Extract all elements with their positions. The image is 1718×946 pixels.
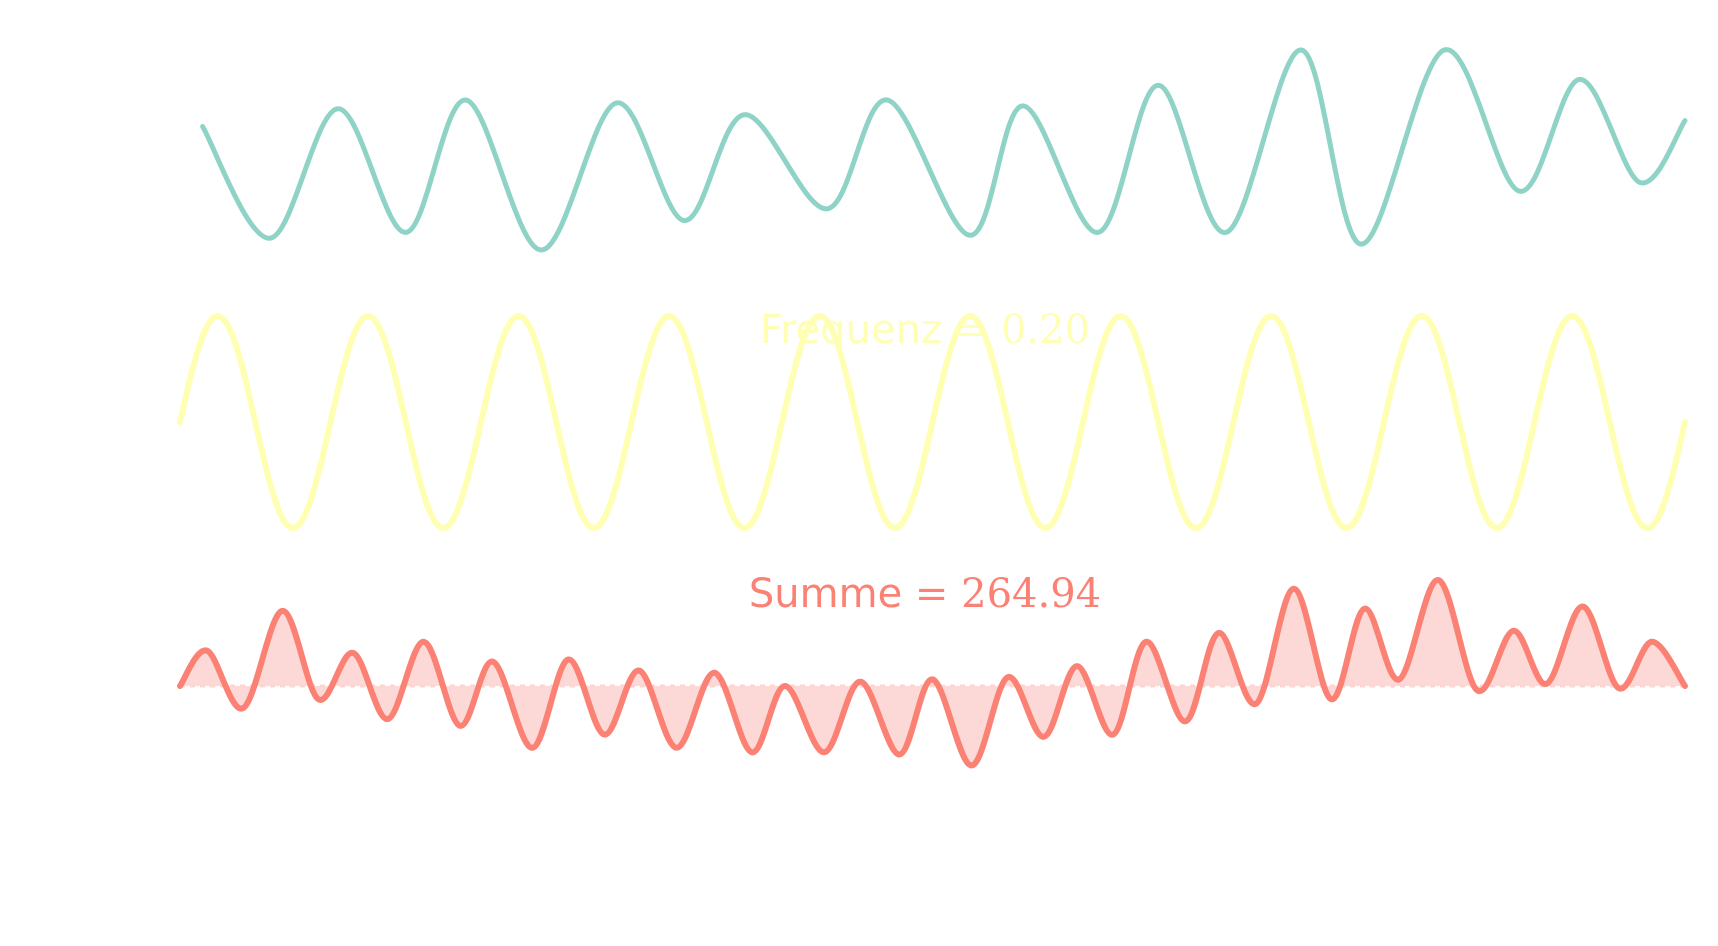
- frequency-label: Frequenz: [760, 307, 942, 353]
- sum-value: 264.94: [961, 571, 1101, 617]
- reference-line: [177, 313, 1688, 531]
- signal-wave: [200, 47, 1688, 253]
- frequency-equals: =: [955, 307, 1001, 353]
- signal-line: [200, 47, 1688, 253]
- product-line: [177, 577, 1688, 769]
- product-wave: [177, 577, 1688, 769]
- sum-label: Summe: [749, 571, 902, 617]
- sum-annotation: Summe = 264.94: [749, 571, 1101, 617]
- reference-wave: [177, 313, 1688, 531]
- sum-equals: =: [915, 571, 961, 617]
- frequency-value: 0.20: [1001, 307, 1090, 353]
- frequency-annotation: Frequenz = 0.20: [760, 307, 1090, 353]
